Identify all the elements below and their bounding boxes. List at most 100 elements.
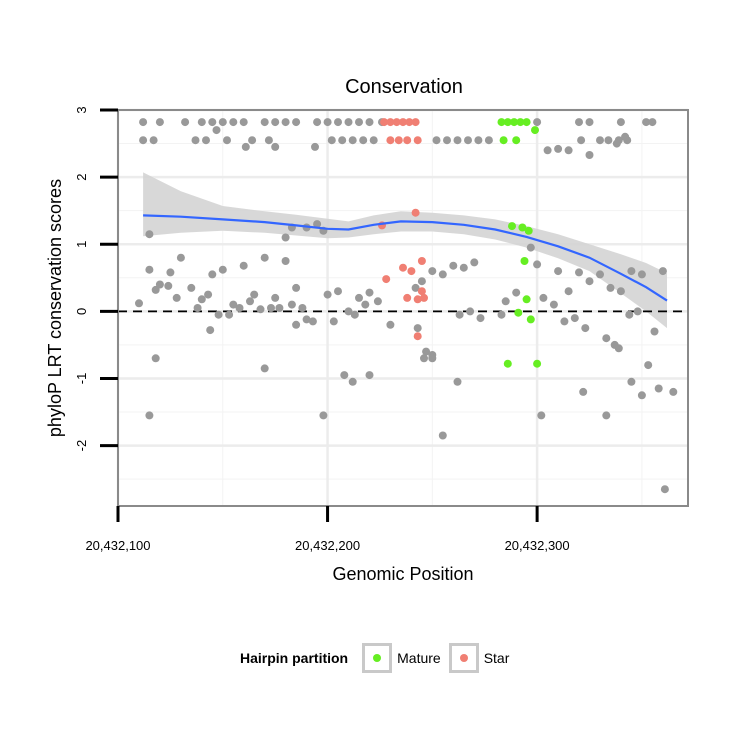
point-other [344, 118, 353, 127]
point-other [287, 300, 296, 309]
point-star [399, 263, 407, 272]
point-other [260, 364, 269, 373]
point-other [334, 287, 342, 296]
point-star [380, 118, 389, 127]
point-other [459, 263, 468, 272]
point-star [392, 118, 401, 127]
point-other [267, 304, 275, 312]
point-other [602, 334, 611, 343]
point-other [246, 297, 254, 306]
point-star [394, 136, 403, 145]
point-other [256, 305, 265, 314]
point-other [166, 268, 175, 277]
point-other [633, 307, 642, 316]
point-other [204, 290, 213, 299]
point-other [338, 136, 347, 145]
point-other [564, 146, 573, 155]
point-other [172, 293, 181, 302]
point-star [399, 118, 407, 127]
point-other [604, 136, 613, 145]
point-other [616, 287, 625, 296]
point-other [202, 136, 210, 145]
point-other [145, 411, 154, 420]
point-other [340, 371, 349, 380]
point-mature [520, 257, 529, 265]
point-other [554, 267, 563, 276]
point-other [193, 304, 202, 312]
point-other [218, 118, 227, 127]
point-mature [503, 359, 512, 368]
point-other [474, 136, 483, 145]
point-other [470, 258, 479, 267]
point-other [187, 283, 196, 292]
point-other [359, 136, 368, 145]
point-mature [518, 223, 527, 232]
legend-item-star: Star [448, 643, 510, 673]
point-other [275, 304, 284, 312]
point-other [145, 230, 154, 239]
point-other [606, 283, 615, 292]
smooth-trend-line [143, 214, 668, 302]
legend: Hairpin partition Mature Star [240, 642, 517, 674]
point-other [260, 253, 269, 262]
point-other [348, 377, 357, 386]
point-star [420, 293, 428, 302]
x-axis: 20,432,100 20,432,200 20,432,300 [85, 506, 570, 553]
point-other [313, 118, 322, 127]
point-other [627, 377, 636, 386]
point-other [453, 377, 462, 386]
point-star [413, 295, 422, 304]
point-other [281, 118, 290, 127]
point-other [271, 293, 280, 302]
point-other [476, 314, 485, 323]
point-mature [522, 118, 531, 127]
plot-panel [116, 108, 689, 507]
point-other [344, 307, 353, 316]
point-mature [503, 118, 512, 127]
point-other [369, 136, 378, 145]
point-other [149, 136, 158, 145]
point-other [464, 136, 472, 145]
point-other [155, 280, 164, 289]
point-other [621, 132, 630, 141]
point-other [197, 295, 206, 304]
point-other [669, 387, 678, 396]
point-other [155, 118, 164, 127]
point-other [575, 268, 583, 277]
point-other [512, 288, 521, 297]
legend-item-mature: Mature [362, 643, 441, 673]
point-other [417, 277, 426, 286]
point-other [292, 283, 301, 292]
y-tick-label: 3 [74, 106, 89, 113]
point-other [181, 118, 190, 127]
point-other [241, 142, 250, 151]
point-other [549, 300, 558, 309]
point-other [449, 261, 458, 270]
y-axis-label: phyloP LRT conservation scores [45, 179, 65, 437]
point-mature [522, 295, 531, 304]
point-mature [533, 359, 542, 368]
point-other [644, 361, 653, 370]
plot-border [117, 109, 689, 507]
point-other [533, 260, 542, 269]
point-other [539, 293, 548, 302]
point-other [145, 265, 154, 274]
point-mature [510, 118, 519, 127]
legend-dot-star [459, 654, 468, 662]
point-star [411, 208, 420, 217]
point-star [403, 136, 412, 145]
point-other [564, 287, 573, 296]
point-mature [524, 226, 533, 235]
point-other [235, 304, 244, 312]
point-other [264, 136, 273, 145]
point-mature [497, 118, 506, 127]
legend-label-mature: Mature [397, 650, 441, 666]
point-other [135, 299, 143, 308]
point-other [208, 118, 217, 127]
legend-label-star: Star [483, 650, 510, 666]
point-other [308, 317, 317, 326]
point-other [206, 326, 215, 335]
point-other [225, 310, 234, 319]
point-star [413, 136, 422, 145]
point-other [292, 320, 301, 329]
